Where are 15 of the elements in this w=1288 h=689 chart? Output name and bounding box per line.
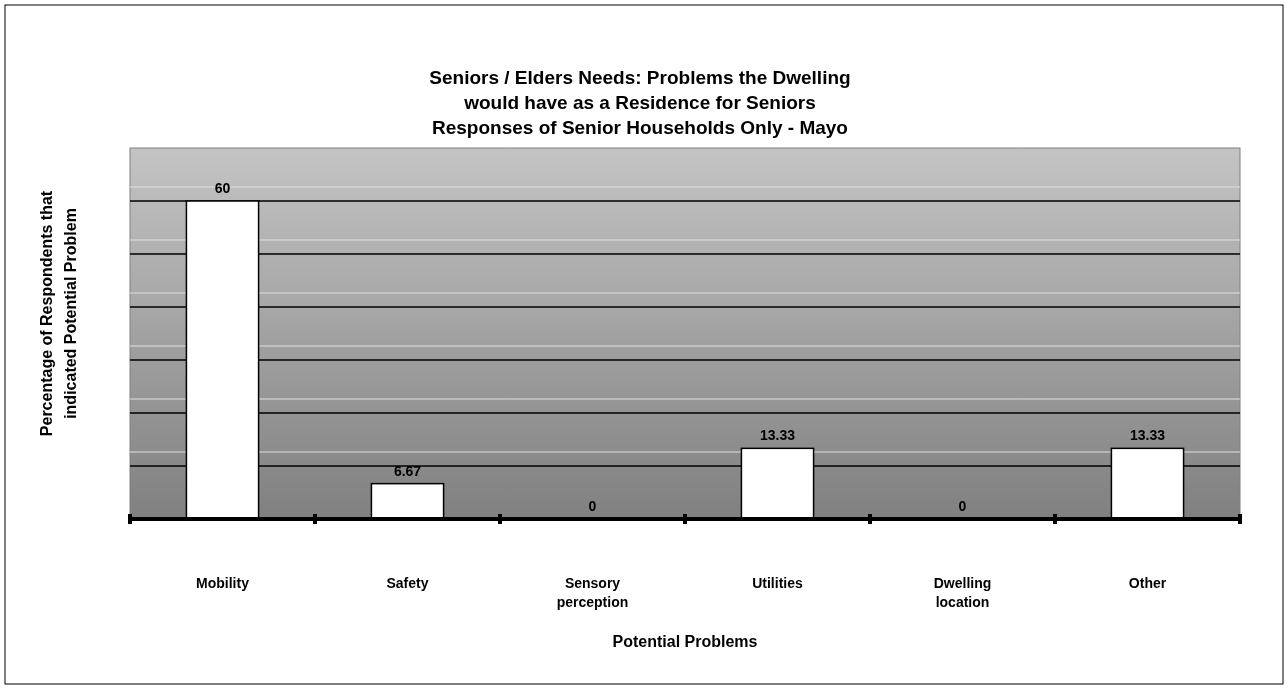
data-label: 13.33 <box>1129 427 1166 444</box>
x-tick-label: Safety <box>386 575 429 591</box>
x-tick-label: Mobility <box>196 575 250 591</box>
chart-title: Seniors / Elders Needs: Problems the Dwelling would have as a Residence for Seniors Responses of Senior Households Only - Mayo <box>429 67 851 138</box>
data-label: 60 <box>214 180 231 196</box>
x-tick-label: Utilities <box>752 575 803 591</box>
data-label: 0 <box>588 498 597 514</box>
data-label: 6.67 <box>393 462 422 479</box>
x-tick-label: Sensory perception <box>556 575 629 610</box>
x-tick-label: Dwelling location <box>933 575 992 610</box>
x-axis-title: Potential Problems <box>612 633 758 650</box>
data-label: 0 <box>958 498 967 514</box>
x-tick-label: Other <box>1128 575 1167 591</box>
y-axis-title: Percentage of Respondents that indicated Potential Problem <box>38 190 79 437</box>
data-label: 13.33 <box>759 427 796 444</box>
